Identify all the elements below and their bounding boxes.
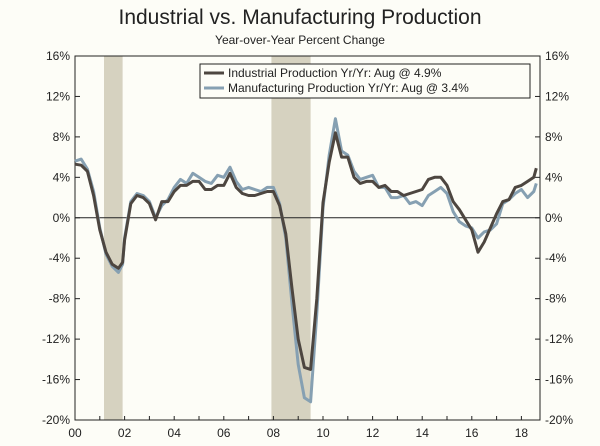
y-tick-label-left: -4%: [49, 251, 71, 265]
y-tick-label-right: -8%: [545, 292, 567, 306]
y-tick-label-left: 0%: [53, 211, 71, 225]
y-tick-label-right: 8%: [545, 130, 563, 144]
y-tick-label-right: 0%: [545, 211, 563, 225]
x-tick-label: 04: [168, 426, 182, 440]
legend-label-industrial: Industrial Production Yr/Yr: Aug @ 4.9%: [228, 66, 442, 80]
y-tick-label-right: 4%: [545, 170, 563, 184]
x-tick-label: 14: [416, 426, 430, 440]
y-tick-label-right: -20%: [545, 413, 573, 427]
x-tick-label: 16: [465, 426, 479, 440]
y-tick-label-right: -16%: [545, 373, 573, 387]
x-tick-label: 12: [366, 426, 380, 440]
chart-subtitle: Year-over-Year Percent Change: [215, 33, 385, 47]
y-tick-label-right: -12%: [545, 332, 573, 346]
x-tick-label: 18: [515, 426, 529, 440]
y-tick-label-left: 12%: [46, 89, 70, 103]
recession-band-0: [104, 56, 123, 420]
y-tick-label-left: -20%: [42, 413, 70, 427]
chart-title: Industrial vs. Manufacturing Production: [118, 6, 482, 29]
x-tick-label: 08: [267, 426, 281, 440]
x-tick-label: 10: [316, 426, 330, 440]
plot-frame: [74, 55, 541, 421]
x-tick-label: 00: [68, 426, 82, 440]
x-tick-label: 06: [217, 426, 231, 440]
y-tick-label-left: 4%: [53, 170, 71, 184]
y-tick-label-left: 8%: [53, 130, 71, 144]
y-tick-label-left: -16%: [42, 373, 70, 387]
y-tick-label-left: 16%: [46, 49, 70, 63]
x-tick-label: 02: [118, 426, 132, 440]
series-line-industrial: [74, 131, 538, 371]
y-tick-label-right: -4%: [545, 251, 567, 265]
axes: 16% 16% 12% 12% 8% 8% 4% 4% 0% 0% -4% -4% -8% -8% -12%…: [42, 49, 573, 440]
legend: Industrial Production Yr/Yr: Aug @ 4.9% …: [199, 63, 531, 99]
y-tick-label-right: 12%: [545, 89, 569, 103]
y-tick-label-right: 16%: [545, 49, 569, 63]
series-lines: [74, 117, 538, 404]
y-tick-label-left: -12%: [42, 332, 70, 346]
y-tick-label-left: -8%: [49, 292, 71, 306]
legend-label-manufacturing: Manufacturing Production Yr/Yr: Aug @ 3.…: [228, 81, 469, 95]
legend-box: [199, 63, 531, 99]
recession-shading: [104, 56, 311, 420]
